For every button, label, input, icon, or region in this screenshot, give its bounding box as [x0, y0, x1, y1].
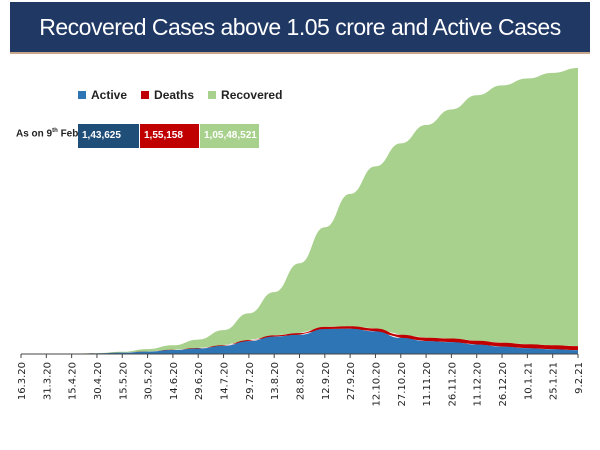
x-tick-label: 30.4.20 — [93, 362, 104, 400]
x-tick-label: 28.8.20 — [296, 362, 307, 400]
area-active — [21, 328, 578, 354]
x-tick-label: 12.10.20 — [371, 362, 382, 407]
x-tick-label: 27.10.20 — [397, 362, 408, 407]
x-tick-label: 29.6.20 — [194, 362, 205, 400]
x-tick-label: 13.8.20 — [270, 362, 281, 400]
x-tick-label: 9.2.21 — [574, 362, 585, 394]
x-tick-label: 30.5.20 — [144, 362, 155, 400]
x-tick-label: 15.5.20 — [118, 362, 129, 400]
chart-title: Recovered Cases above 1.05 crore and Act… — [10, 2, 590, 90]
legend-item-deaths: Deaths — [141, 88, 194, 102]
x-tick-label: 27.9.20 — [346, 362, 357, 400]
x-tick-label: 15.4.20 — [68, 362, 79, 400]
recovered-value-box: 1,05,48,521 — [200, 124, 260, 148]
legend-item-active: Active — [78, 88, 127, 102]
active-value-box: 1,43,625 — [78, 124, 140, 148]
x-tick-label: 11.11.20 — [422, 362, 433, 407]
x-tick-label: 26.11.20 — [447, 362, 458, 407]
as-on-values: 1,43,625 1,55,158 1,05,48,521 — [78, 124, 260, 148]
deaths-value-box: 1,55,158 — [140, 124, 200, 148]
x-tick-label: 26.12.20 — [498, 362, 509, 407]
x-tick-label: 14.7.20 — [220, 362, 231, 400]
x-tick-label: 12.9.20 — [321, 362, 332, 400]
x-tick-label: 29.7.20 — [245, 362, 256, 400]
as-on-label: As on 9th Feb — [16, 128, 79, 140]
x-tick-label: 11.12.20 — [473, 362, 484, 407]
area-recovered — [21, 68, 578, 354]
x-tick-label: 14.6.20 — [169, 362, 180, 400]
area-deaths — [21, 326, 578, 354]
x-tick-label: 31.3.20 — [42, 362, 53, 400]
legend: Active Deaths Recovered — [78, 88, 282, 102]
x-tick-label: 25.1.21 — [549, 362, 560, 400]
x-tick-label: 10.1.21 — [523, 362, 534, 400]
x-tick-label: 16.3.20 — [17, 362, 28, 400]
legend-item-recovered: Recovered — [208, 88, 282, 102]
